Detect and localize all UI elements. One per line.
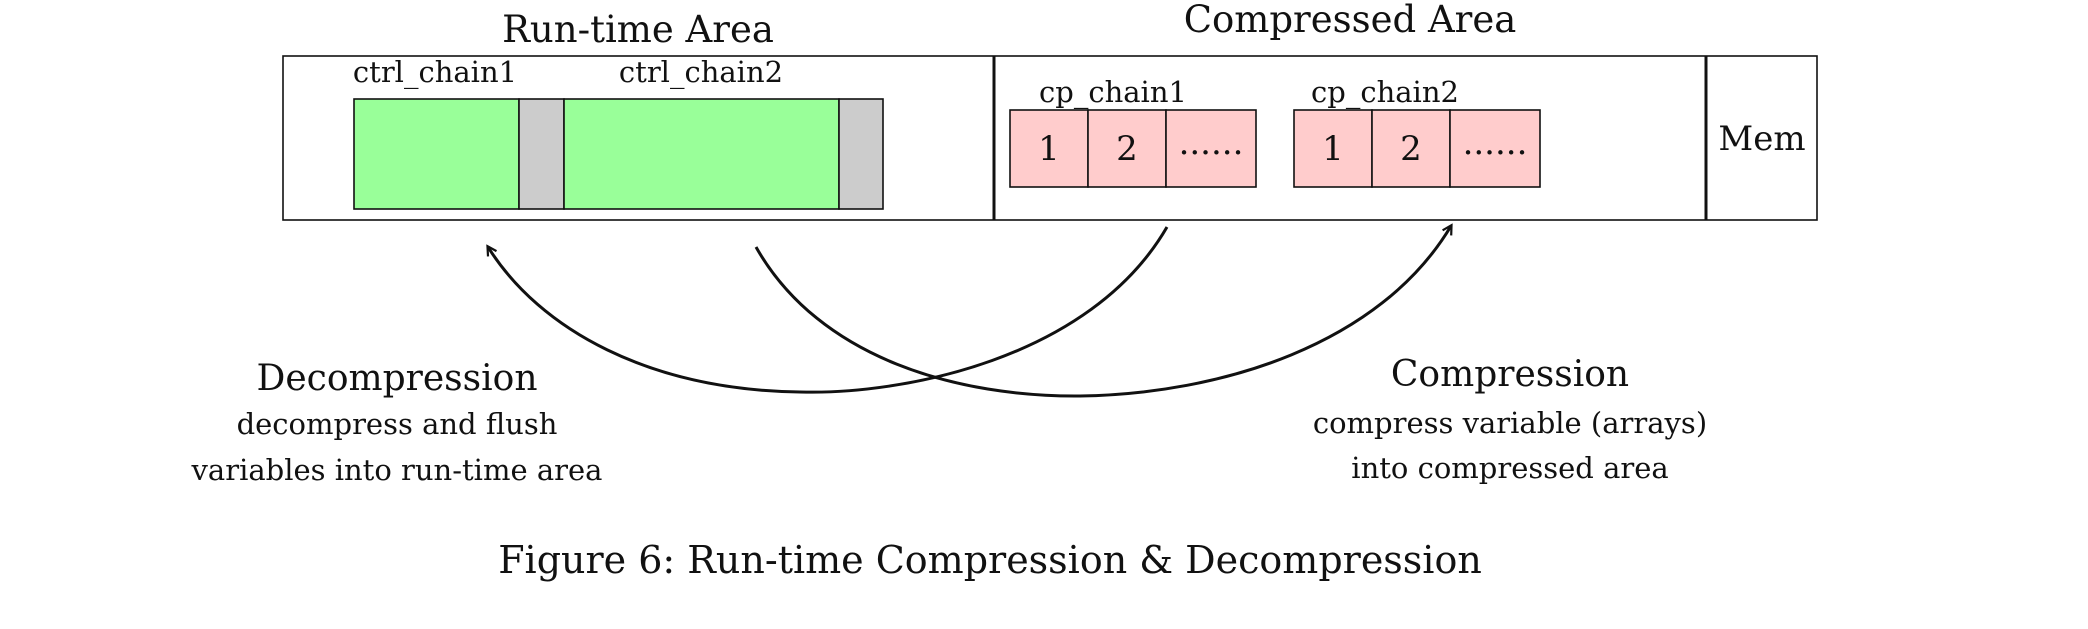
ctrl-chain1-label: ctrl_chain1 [353, 55, 517, 90]
cp-chain1-cell [1009, 109, 1089, 188]
cp-chain2-cell [1293, 109, 1373, 188]
cp-chain2-cell-text: ...... [1463, 123, 1528, 163]
decompression-arrow [488, 226, 1169, 394]
compression-arrow [754, 226, 1451, 398]
ctrl-chain2-tail [838, 98, 884, 210]
figure-caption: Figure 6: Run-time Compression & Decompr… [498, 538, 1482, 582]
decompression-desc-line1: decompress and flush [237, 407, 558, 441]
cp-chain1-cell-text: ...... [1179, 123, 1244, 163]
ctrl-chain1-data [353, 98, 520, 210]
cp-chain1-label: cp_chain1 [1039, 75, 1187, 110]
decompression-desc-line2: variables into run-time area [191, 453, 603, 487]
ctrl-chain1-tail [518, 98, 565, 210]
cp-chain1-cell-text: 2 [1116, 129, 1138, 169]
ctrl-chain2-label: ctrl_chain2 [619, 55, 783, 90]
cp-chain2-cell-text: 1 [1322, 129, 1344, 169]
memory-outline [282, 55, 1818, 221]
cp-chain1-block: 1 2 ...... [1009, 109, 1257, 188]
compression-desc-line1: compress variable (arrays) [1313, 406, 1707, 440]
cp-chain2-cell-text: 2 [1400, 129, 1422, 169]
decompression-title: Decompression [256, 358, 537, 399]
cp-chain2-cell [1449, 109, 1541, 188]
ctrl-chain2-block [563, 98, 884, 210]
cp-chain1-cell-text: 1 [1038, 129, 1060, 169]
compressed-area-title: Compressed Area [1184, 0, 1517, 41]
cp-chain2-block: 1 2 ...... [1293, 109, 1541, 188]
cp-chain2-label: cp_chain2 [1311, 75, 1459, 110]
mem-label: Mem [1718, 119, 1805, 159]
ctrl-chain2-data [563, 98, 840, 210]
runtime-area-title: Run-time Area [502, 8, 774, 51]
compression-desc-line2: into compressed area [1351, 451, 1668, 485]
cp-chain1-cell [1165, 109, 1257, 188]
ctrl-chain1-block [353, 98, 565, 210]
cp-chain2-cell [1371, 109, 1451, 188]
compression-title: Compression [1391, 354, 1629, 395]
